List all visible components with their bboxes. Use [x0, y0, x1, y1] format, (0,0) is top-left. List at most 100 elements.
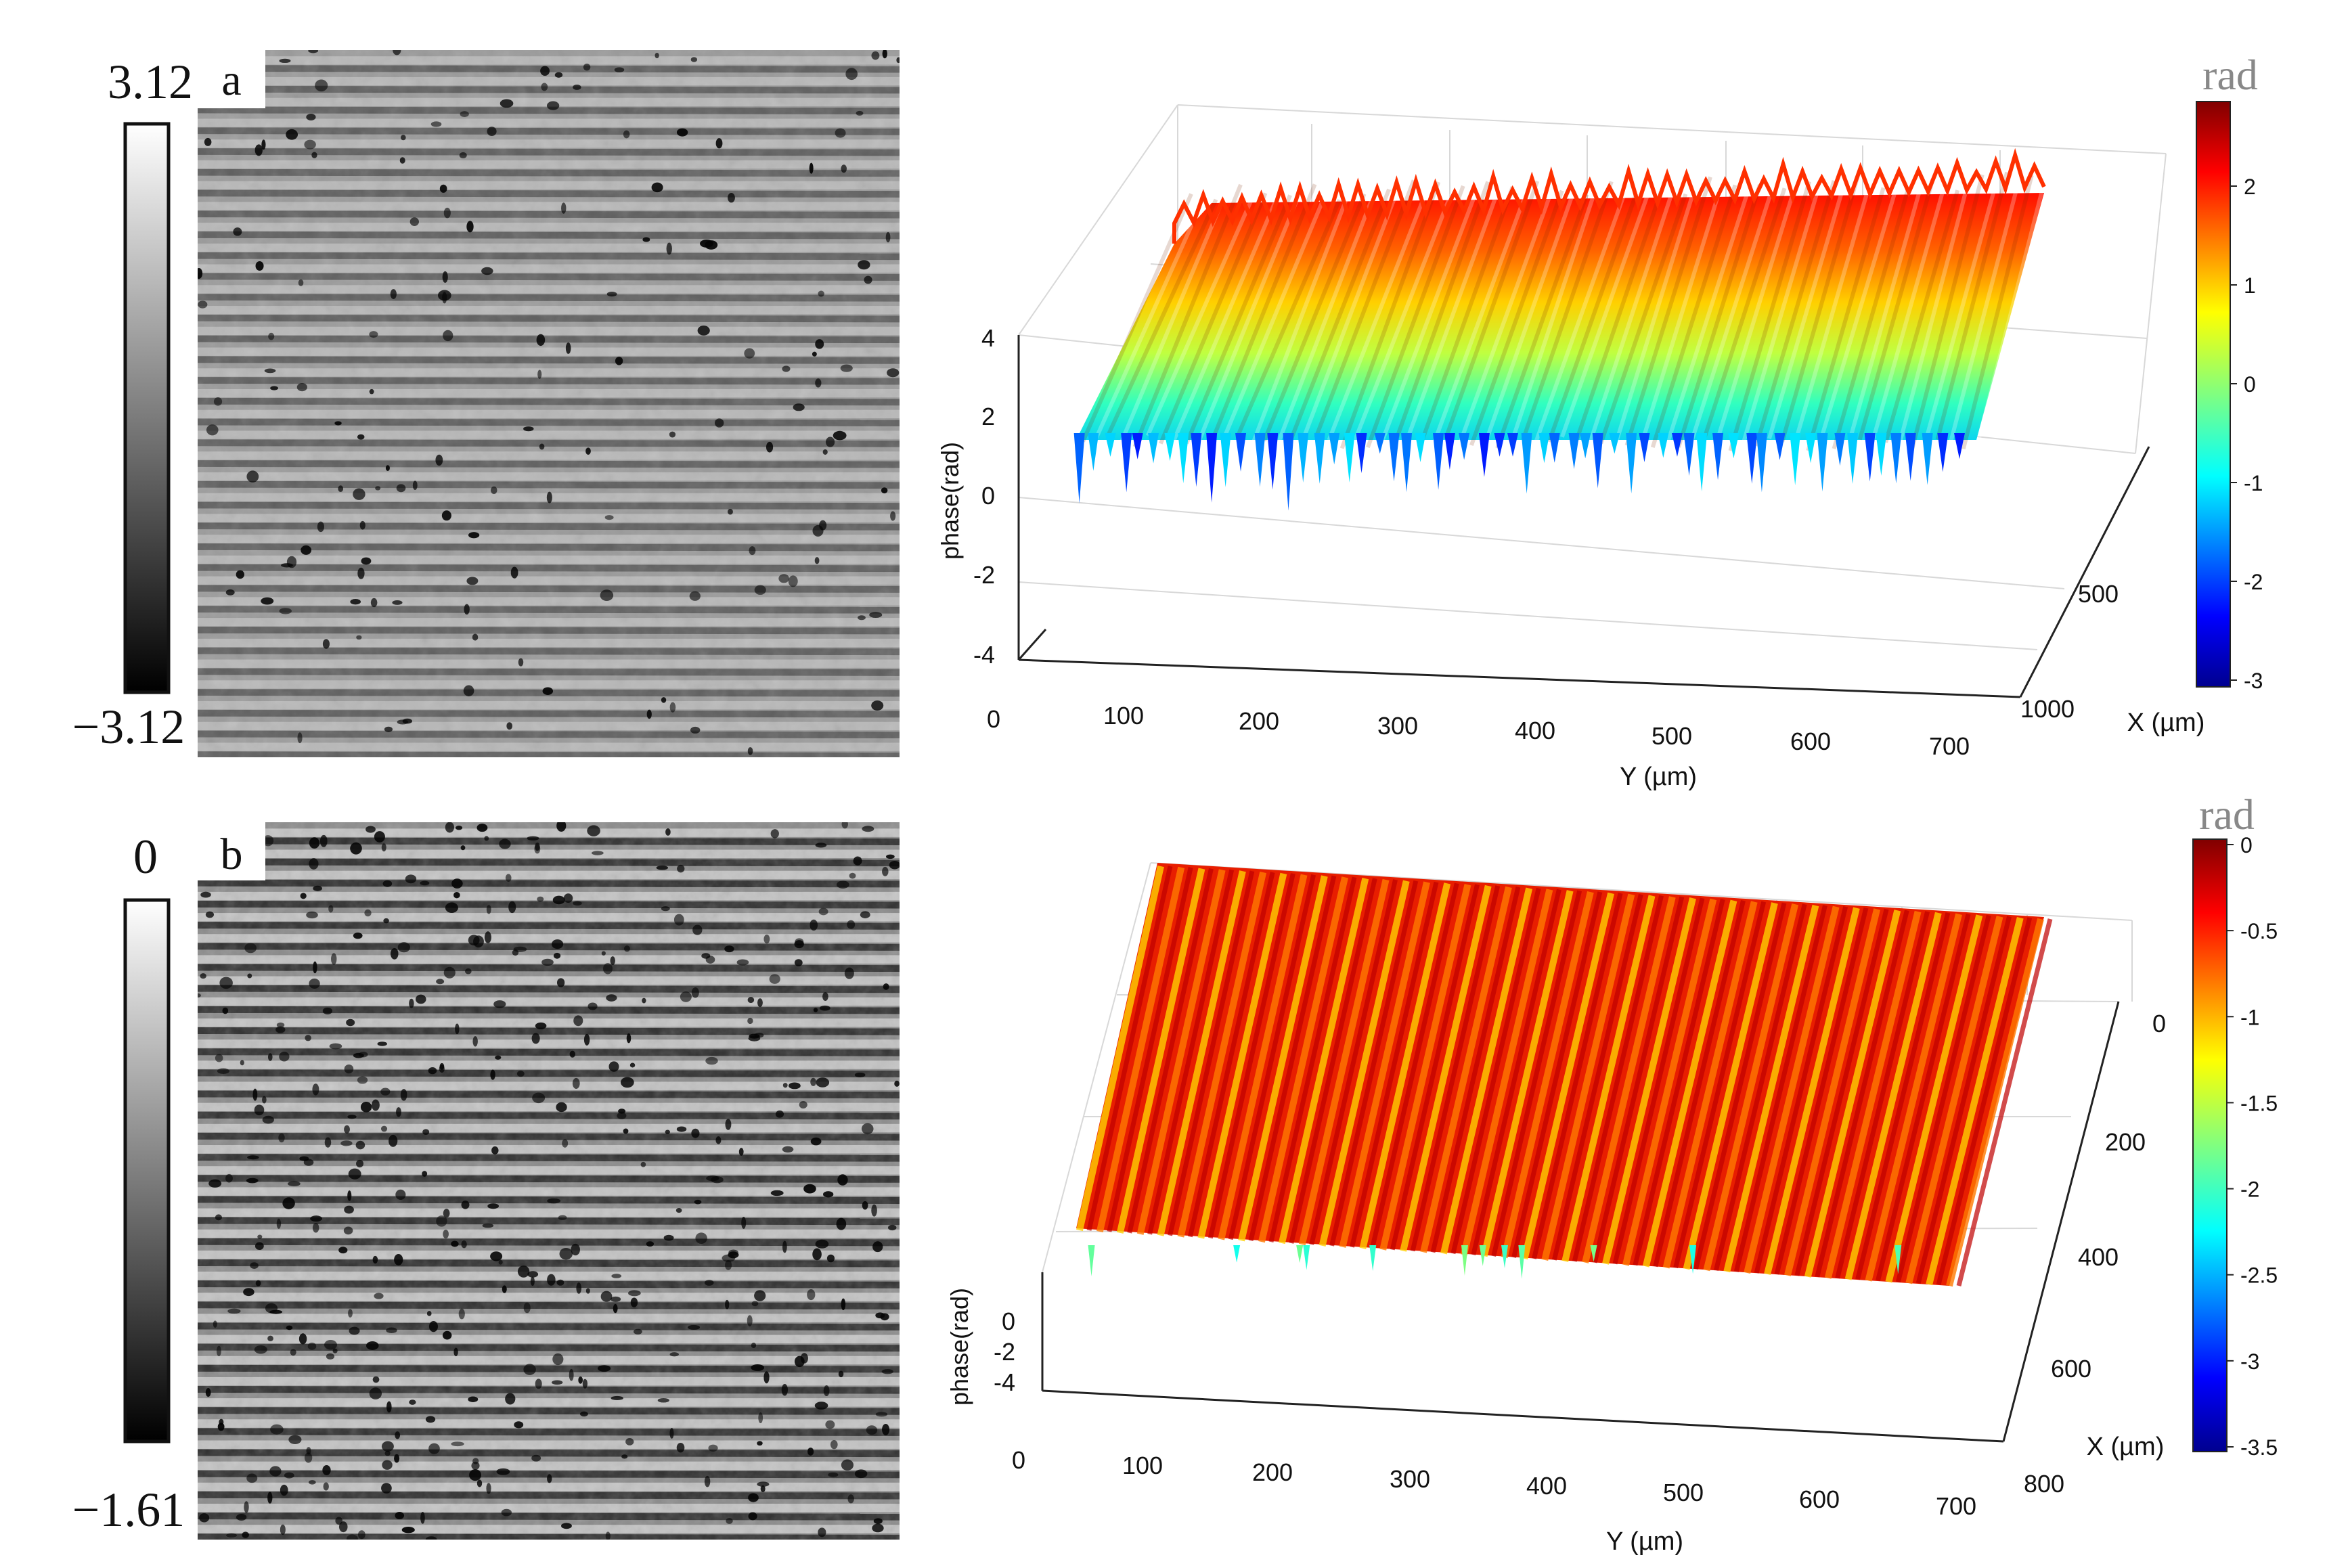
speck	[535, 1379, 542, 1389]
speck	[455, 1023, 460, 1035]
surface-1-ridge	[1935, 171, 2010, 441]
speck	[213, 397, 223, 406]
speck	[377, 1041, 387, 1046]
surface-2-ridge-shadow	[1592, 896, 1685, 1263]
speck	[381, 1483, 392, 1494]
surface-2-ridge	[1804, 910, 1901, 1278]
surface-1-ridge	[1132, 183, 1243, 448]
surface-1-ridge	[1262, 193, 1367, 442]
speck	[531, 1454, 541, 1462]
speck	[334, 421, 342, 426]
colorbar-tick-label: -2	[2240, 1178, 2259, 1202]
speck	[714, 418, 724, 428]
speck	[246, 1178, 259, 1184]
speck	[582, 1379, 588, 1389]
speck	[588, 1002, 598, 1010]
surface-2-dip	[1369, 1245, 1377, 1272]
surface-1-dip	[1088, 433, 1099, 471]
speck	[873, 1518, 883, 1525]
surface-1-ridge	[1275, 185, 1379, 447]
speck	[493, 1000, 506, 1008]
surface-2-ridge	[1440, 887, 1533, 1255]
speck	[816, 1077, 830, 1088]
speck	[606, 292, 617, 297]
colorbar-tick-label: -1	[2240, 1005, 2259, 1029]
speck	[290, 1349, 296, 1356]
speck	[276, 1023, 285, 1028]
speck	[512, 949, 519, 956]
surface-2-ridge-shadow	[1168, 870, 1255, 1236]
speck	[244, 1501, 249, 1513]
surface-1-dip	[1148, 433, 1159, 464]
speck	[807, 1289, 816, 1301]
surface-2-ridge	[1420, 886, 1512, 1253]
speck	[233, 227, 242, 236]
surface-1-ridge	[1664, 192, 1750, 450]
speck	[747, 747, 753, 755]
speck	[541, 958, 554, 966]
speck	[278, 1133, 285, 1143]
speck	[676, 1126, 687, 1132]
surface-1-ridge	[1832, 187, 1911, 449]
speck	[451, 1240, 459, 1247]
surface-2-axes	[1041, 1001, 2120, 1443]
speck	[747, 1017, 753, 1025]
speck	[416, 994, 426, 1004]
speck	[887, 368, 900, 378]
colorbar-tick-label: -1	[2244, 471, 2263, 495]
speck	[469, 1469, 481, 1481]
surface-2-xlabel: X (µm)	[2087, 1433, 2165, 1461]
speck	[689, 591, 701, 601]
speck	[347, 1115, 357, 1119]
speck	[822, 992, 828, 1002]
speck	[205, 1388, 211, 1397]
surface-2-ridge-shadow	[1127, 868, 1214, 1234]
surface-2-ridge-shadow	[1532, 893, 1623, 1259]
y-tick-label: 600	[1790, 727, 1831, 755]
speck	[254, 144, 263, 156]
fringe-image-a	[198, 50, 900, 757]
speck	[747, 997, 755, 1004]
speck	[724, 1299, 730, 1309]
speck	[453, 892, 460, 899]
speck	[329, 1043, 342, 1050]
speck	[322, 1465, 331, 1475]
speck	[669, 1352, 679, 1357]
speck	[445, 822, 454, 833]
surface-2-dip	[1894, 1245, 1902, 1274]
speck	[872, 1523, 884, 1533]
speck	[355, 1140, 365, 1150]
speck	[861, 1123, 874, 1135]
speck	[556, 1279, 564, 1286]
surface-2-ridge	[1258, 876, 1348, 1243]
surface-1-ridge	[1521, 181, 1614, 441]
surface-1-axes	[1017, 335, 2150, 698]
speck	[751, 1301, 759, 1307]
z-tick-label: 0	[1002, 1307, 1015, 1335]
speck	[578, 1376, 583, 1384]
speck	[279, 1052, 290, 1062]
surface-2-colorbar-title: rad	[2199, 790, 2255, 838]
surface-1-dip	[1626, 433, 1637, 494]
speck	[552, 895, 565, 905]
speck	[236, 1514, 247, 1521]
speck	[472, 633, 479, 641]
speck	[826, 1254, 835, 1263]
surface-2-ticks: 0 100 200 300 400 500 600 700 0 200 400 600 800 0 -2-4	[994, 1010, 2166, 1520]
speck	[369, 1387, 382, 1399]
speck	[676, 128, 688, 137]
speck	[611, 1395, 623, 1401]
speck	[267, 1335, 273, 1341]
surface-2-ridge	[1339, 881, 1430, 1248]
speck	[315, 79, 328, 92]
speck	[222, 1007, 229, 1014]
surface-2-ridge	[1744, 905, 1840, 1274]
surface-2-ridge-shadow	[1774, 907, 1869, 1275]
surface-1-ridge	[1637, 179, 1725, 451]
x-tick-label: 500	[2078, 580, 2119, 608]
surface-2-ridge	[1824, 910, 1922, 1279]
speck	[240, 1060, 244, 1066]
speck	[453, 1347, 458, 1357]
surface-1-dip	[1847, 433, 1859, 484]
speck	[490, 1069, 495, 1080]
